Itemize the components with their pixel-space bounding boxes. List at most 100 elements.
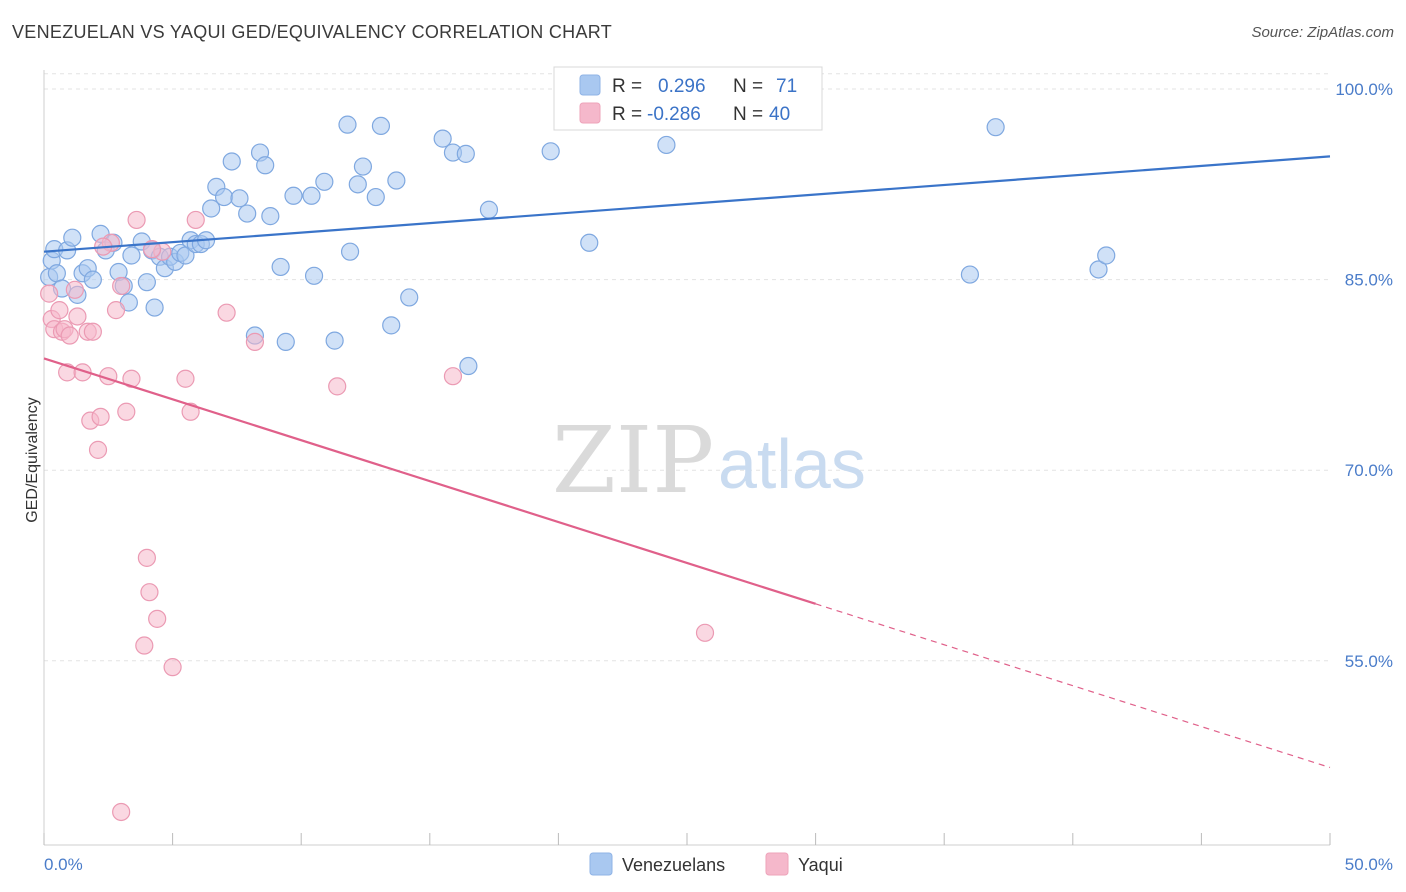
yaqui-trend-line-extension [815,603,1331,769]
yaqui-point [60,326,79,345]
series-legend: Venezuelans Yaqui [589,852,843,876]
x-tick-label: 0.0% [44,855,83,874]
legend-swatch-yaqui [579,102,601,124]
legend-r-value-venezuelans: 0.296 [658,76,706,97]
venezuelans-point [261,207,280,226]
venezuelans-point [348,175,367,194]
venezuelans-point [47,264,66,283]
yaqui-point [117,402,136,421]
y-tick-label: 55.0% [1345,652,1393,671]
yaqui-point [148,609,167,628]
venezuelans-point [222,152,241,171]
legend-swatch-venezuelans-bottom [589,852,613,876]
yaqui-point [217,303,236,322]
y-axis-label: GED/Equivalency [24,397,41,522]
venezuelans-point [137,273,156,292]
yaqui-point [127,210,146,230]
venezuelans-point [456,144,475,163]
legend-n-value-venezuelans: 71 [776,76,797,97]
venezuelans-point [276,332,295,351]
venezuelans-point [304,266,324,285]
y-tick-labels: 55.0% 70.0% 85.0% 100.0% [1335,80,1393,671]
venezuelans-point [986,118,1005,137]
stats-legend: R = 0.296 N = 71 R = -0.286 N = 40 [553,66,823,131]
venezuelans-point [340,242,360,261]
venezuelans-point [400,288,419,307]
venezuelans-point [202,199,221,218]
venezuelans-point [382,316,401,335]
legend-swatch-yaqui-bottom [765,852,789,876]
venezuelans-point [387,171,406,190]
watermark: ZIP atlas [552,407,866,514]
yaqui-point [328,377,347,396]
yaqui-point [140,583,159,602]
venezuelans-point [353,157,373,176]
yaqui-point [68,307,87,326]
venezuelans-point [284,186,303,205]
legend-n-label: N = [733,104,763,125]
trend-lines [43,155,1331,769]
legend-r-value-yaqui: -0.286 [647,104,701,125]
venezuelans-point [580,233,599,252]
yaqui-point [186,210,205,230]
venezuelans-point [1097,246,1116,265]
venezuelans-point [459,356,478,376]
venezuelans-point [433,129,452,148]
legend-label-yaqui: Yaqui [798,855,843,875]
yaqui-point [106,301,126,320]
venezuelans-point [230,189,249,208]
venezuelans-point [325,331,344,350]
yaqui-point [112,802,131,822]
yaqui-point [695,623,715,642]
venezuelans-trend-line [43,155,1331,253]
chart-title: VENEZUELAN VS YAQUI GED/EQUIVALENCY CORR… [12,22,613,42]
venezuelans-point [256,156,275,175]
yaqui-point [112,276,131,296]
venezuelans-point [1089,260,1108,279]
yaqui-point [91,407,110,426]
yaqui-point [443,367,463,386]
yaqui-point [245,332,265,351]
data-points [40,79,1116,822]
venezuelans-point [315,172,334,191]
legend-r-label: R = [612,76,642,97]
x-tick-label: 50.0% [1345,855,1393,874]
venezuelans-point [83,270,102,289]
y-tick-label: 85.0% [1345,271,1393,290]
yaqui-point [65,280,84,299]
yaqui-point [137,548,156,567]
venezuelans-point [145,298,164,317]
yaqui-point [163,658,182,677]
venezuelans-point [479,200,499,219]
venezuelans-point [238,204,257,223]
yaqui-point [50,301,69,320]
x-tick-labels: 0.0% 50.0% [44,855,1393,874]
yaqui-point [83,322,102,341]
legend-n-value-yaqui: 40 [769,104,790,125]
venezuelans-point [371,116,391,136]
axes [43,70,1331,846]
venezuelans-point [271,257,290,277]
yaqui-point [88,440,108,459]
yaqui-point [40,284,59,303]
venezuelans-point [302,186,321,205]
y-tick-label: 100.0% [1335,80,1393,99]
venezuelans-point [960,265,980,284]
venezuelans-point [366,187,385,207]
watermark-atlas: atlas [718,425,866,503]
yaqui-point [176,369,195,388]
venezuelans-point [122,246,141,265]
y-tick-label: 70.0% [1345,461,1393,480]
legend-swatch-venezuelans [579,74,601,96]
legend-label-venezuelans: Venezuelans [622,855,725,875]
source-label: Source: ZipAtlas.com [1251,24,1394,41]
yaqui-trend-line [43,357,816,605]
venezuelans-point [541,142,560,161]
venezuelans-point [214,187,234,207]
venezuelans-point [63,228,82,247]
yaqui-point [135,636,154,655]
venezuelans-point [657,135,676,155]
legend-r-label: R = [612,104,642,125]
venezuelans-point [338,115,357,134]
